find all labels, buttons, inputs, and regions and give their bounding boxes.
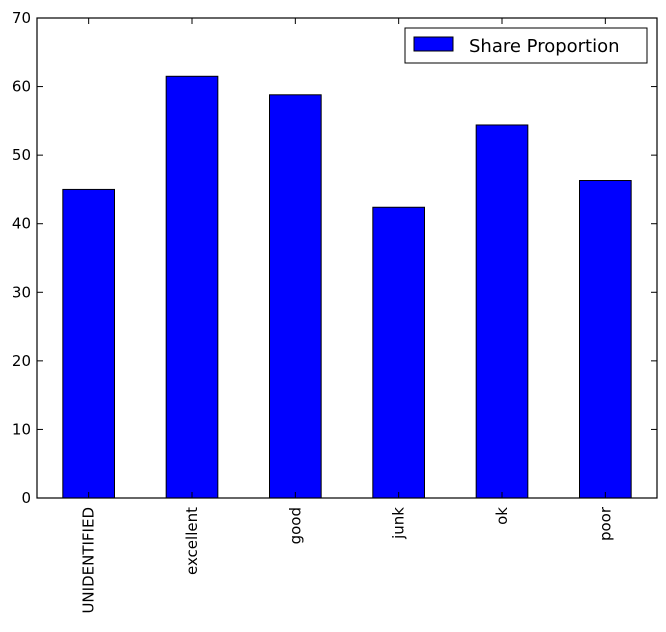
y-tick-label: 70 bbox=[12, 9, 31, 27]
y-tick-label: 30 bbox=[12, 283, 31, 301]
bar-junk bbox=[372, 206, 426, 499]
x-tick-label-junk: junk bbox=[390, 507, 408, 540]
x-tick-label-ok: ok bbox=[493, 507, 511, 525]
y-tick-label: 50 bbox=[12, 146, 31, 164]
x-tick-label-excellent: excellent bbox=[183, 507, 201, 575]
legend-swatch bbox=[413, 36, 454, 52]
y-tick-label: 10 bbox=[12, 420, 31, 438]
legend: Share Proportion bbox=[404, 27, 648, 64]
y-axis: 0 10 20 30 40 50 60 70 bbox=[12, 9, 657, 507]
legend-label: Share Proportion bbox=[469, 36, 620, 57]
bar-ok bbox=[475, 124, 529, 499]
bar-excellent bbox=[165, 75, 219, 499]
y-tick-label: 40 bbox=[12, 215, 31, 233]
y-tick-label: 60 bbox=[12, 78, 31, 96]
x-axis: UNIDENTIFIED excellent good junk ok poor bbox=[80, 18, 614, 614]
bars-layer bbox=[62, 75, 632, 499]
plot-frame bbox=[36, 17, 658, 499]
bar-good bbox=[269, 94, 322, 499]
bar-poor bbox=[579, 180, 632, 499]
x-tick-label-poor: poor bbox=[596, 506, 614, 541]
bar-unidentified bbox=[62, 188, 115, 499]
y-tick-label: 0 bbox=[21, 489, 31, 507]
x-tick-label-unidentified: UNIDENTIFIED bbox=[80, 507, 98, 614]
x-tick-label-good: good bbox=[286, 507, 304, 544]
y-tick-label: 20 bbox=[12, 352, 31, 370]
